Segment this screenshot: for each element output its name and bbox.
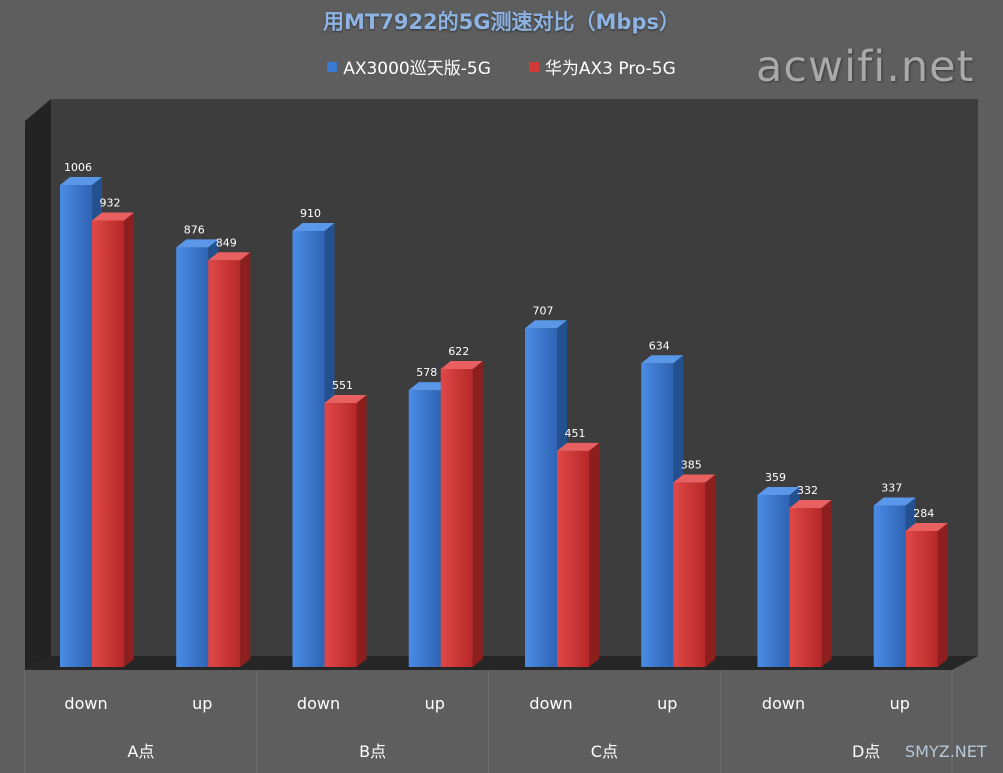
bar-top-0-3 xyxy=(408,382,451,391)
data-label-0-4: 707 xyxy=(533,304,554,317)
data-label-1-3: 622 xyxy=(448,345,469,358)
x-tick-label: up xyxy=(425,694,445,713)
bar-top-0-1 xyxy=(176,239,219,248)
bar-blue-3 xyxy=(408,390,441,667)
bar-blue-7 xyxy=(873,505,906,667)
bar-top-1-3 xyxy=(440,361,483,370)
data-label-0-5: 634 xyxy=(649,339,670,352)
data-label-0-7: 337 xyxy=(881,482,902,495)
bar-top-0-5 xyxy=(641,355,684,364)
bar-side-1-7 xyxy=(937,522,948,667)
bar-top-1-1 xyxy=(208,252,251,261)
data-label-0-1: 876 xyxy=(184,223,205,236)
bar-top-1-0 xyxy=(92,212,134,221)
bar-blue-5 xyxy=(641,363,674,667)
bar-red-2 xyxy=(324,403,357,667)
data-label-0-3: 578 xyxy=(416,366,437,379)
legend-item-series-2: 华为AX3 Pro-5G xyxy=(528,54,676,79)
bar-side-1-5 xyxy=(705,474,716,667)
bar-top-1-7 xyxy=(905,522,948,531)
bar-top-1-6 xyxy=(789,499,832,508)
data-label-1-4: 451 xyxy=(565,427,586,440)
bar-top-0-0 xyxy=(60,177,102,186)
bar-blue-1 xyxy=(176,247,209,668)
x-group-label: A点 xyxy=(127,742,154,761)
legend-swatch-blue xyxy=(327,61,338,72)
bar-side-1-4 xyxy=(589,442,599,667)
legend-label: 华为AX3 Pro-5G xyxy=(544,59,676,79)
x-group-label: B点 xyxy=(359,742,386,761)
data-label-1-5: 385 xyxy=(681,459,702,472)
data-label-0-2: 910 xyxy=(300,207,321,220)
bar-red-6 xyxy=(789,507,822,667)
x-tick-label: up xyxy=(192,694,212,713)
bar-top-0-4 xyxy=(525,320,567,329)
bar-side-1-6 xyxy=(821,499,832,667)
bar-top-0-6 xyxy=(757,487,800,496)
x-tick-label: down xyxy=(64,694,107,713)
data-label-0-6: 359 xyxy=(765,471,786,484)
bar-red-5 xyxy=(673,482,706,667)
bar-blue-0 xyxy=(60,185,92,667)
x-tick-label: down xyxy=(529,694,572,713)
bar-top-0-7 xyxy=(873,497,916,506)
bar-side-1-3 xyxy=(472,361,483,667)
data-label-1-2: 551 xyxy=(332,379,353,392)
data-label-1-0: 932 xyxy=(100,196,121,209)
x-tick-label: up xyxy=(657,694,677,713)
side-wall xyxy=(25,99,51,670)
bar-red-0 xyxy=(92,220,124,667)
bar-blue-6 xyxy=(757,495,790,667)
chart-title: 用MT7922的5G测速对比（Mbps） xyxy=(323,10,680,34)
data-label-1-1: 849 xyxy=(216,236,237,249)
bar-red-7 xyxy=(905,530,938,667)
legend-item-series-1: AX3000巡天版-5G xyxy=(327,54,491,79)
bar-red-3 xyxy=(440,369,473,667)
floor xyxy=(25,656,978,670)
bar-blue-2 xyxy=(292,231,325,667)
bar-red-4 xyxy=(557,450,589,667)
bar-side-1-0 xyxy=(124,212,134,667)
watermark-corner-text: SMYZ.NET xyxy=(905,742,987,761)
bar-red-1 xyxy=(208,260,241,667)
x-group-label: D点 xyxy=(852,742,880,761)
bar-top-1-2 xyxy=(324,395,367,404)
legend-swatch-red xyxy=(528,61,539,72)
bar-blue-4 xyxy=(525,328,557,667)
x-tick-label: down xyxy=(762,694,805,713)
bar-top-1-5 xyxy=(673,474,716,483)
bar-side-1-1 xyxy=(240,252,251,667)
watermark-text: acwifi.net xyxy=(756,42,975,92)
data-label-0-0: 1006 xyxy=(64,161,92,174)
bar-top-1-4 xyxy=(557,442,599,451)
x-group-label: C点 xyxy=(591,742,618,761)
bar-top-0-2 xyxy=(292,223,335,232)
legend-label: AX3000巡天版-5G xyxy=(343,59,491,79)
data-label-1-7: 284 xyxy=(913,507,934,520)
data-label-1-6: 332 xyxy=(797,484,818,497)
legend: AX3000巡天版-5G 华为AX3 Pro-5G xyxy=(0,54,1003,79)
x-tick-label: down xyxy=(297,694,340,713)
bar-side-1-2 xyxy=(356,395,367,667)
x-tick-label: up xyxy=(890,694,910,713)
